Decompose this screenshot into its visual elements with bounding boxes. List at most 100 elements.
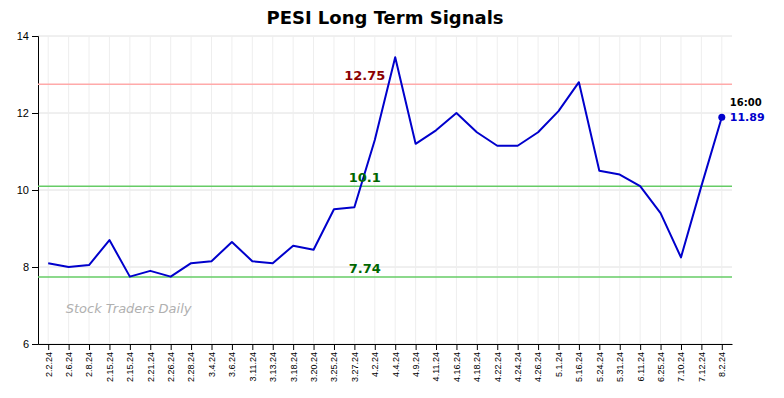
x-tick: 7.10.24 [676,344,686,382]
x-tick-mark [681,344,682,350]
x-tick-label: 5.1.24 [554,352,564,377]
x-tick-mark [171,344,172,350]
grid-line [38,190,732,191]
x-tick: 3.27.24 [350,344,360,382]
x-tick: 4.9.24 [411,344,421,377]
y-tick-label: 12 [17,107,29,119]
x-tick-label: 2.15.24 [105,352,115,382]
x-tick-mark [375,344,376,350]
x-tick-label: 2.21.24 [146,352,156,382]
x-tick-mark [252,344,253,350]
y-tick-label: 6 [23,338,29,350]
x-tick-mark [477,344,478,350]
x-tick-mark [314,344,315,350]
x-tick-mark [456,344,457,350]
x-tick-label: 4.18.24 [472,352,482,382]
x-tick-label: 2.2.24 [44,352,54,377]
level-line [38,83,732,85]
x-tick-mark [579,344,580,350]
x-tick-label: 2.28.24 [186,352,196,382]
x-tick-label: 4.9.24 [411,352,421,377]
x-tick: 3.11.24 [248,344,258,381]
x-tick-mark [212,344,213,350]
grid-line [48,36,49,344]
x-tick-mark [599,344,600,350]
x-tick-label: 2.15.24 [125,352,135,382]
watermark: Stock Traders Daily [66,301,192,316]
y-tick: 6 [23,338,38,350]
x-tick-label: 5.31.24 [615,352,625,382]
price-line [48,57,722,276]
x-tick: 8.2.24 [717,344,727,377]
x-tick-mark [48,344,49,350]
x-tick-label: 4.11.24 [431,352,441,381]
x-tick-label: 4.2.24 [370,352,380,377]
x-tick-label: 2.6.24 [64,352,74,377]
x-tick-mark [150,344,151,350]
x-tick: 5.31.24 [615,344,625,382]
level-label: 10.1 [349,170,381,185]
x-tick: 2.8.24 [84,344,94,377]
x-tick-mark [354,344,355,350]
title: PESI Long Term Signals [266,7,503,28]
grid-line [640,36,641,344]
x-tick: 5.16.24 [574,344,584,382]
x-axis: 2.2.24 2.6.24 2.8.24 2.15.24 2.15.24 2.21.24 2… [39,344,733,382]
grid-line [538,36,539,344]
x-tick-label: 5.16.24 [574,352,584,382]
x-tick: 3.18.24 [289,344,299,382]
x-tick: 3.25.24 [329,344,339,382]
y-tick-mark [32,113,38,114]
x-tick: 5.1.24 [554,344,564,377]
x-tick-mark [334,344,335,350]
x-tick-mark [395,344,396,350]
grid-line [436,36,437,344]
x-tick: 6.11.24 [636,344,646,381]
x-tick-label: 7.12.24 [697,352,707,382]
x-tick-mark [69,344,70,350]
y-tick-label: 8 [23,261,29,273]
x-tick-mark [497,344,498,350]
x-tick-mark [538,344,539,350]
x-tick-label: 3.27.24 [350,352,360,382]
x-tick: 4.24.24 [513,344,523,382]
grid-line [415,36,416,344]
x-tick: 2.6.24 [64,344,74,377]
last-price-time: 16:00 [730,97,762,108]
x-tick-label: 3.6.24 [227,352,237,377]
grid-line [231,36,232,344]
grid-line [660,36,661,344]
grid-line [721,36,722,344]
y-tick-mark [32,344,38,345]
x-tick-mark [559,344,560,350]
x-axis-line [39,344,733,345]
grid-line [619,36,620,344]
x-tick: 4.18.24 [472,344,482,382]
y-tick-mark [32,267,38,268]
annotations: 12.7510.17.7416:0011.89 [344,68,764,276]
grid-line [333,36,334,344]
x-tick-label: 4.16.24 [452,352,462,382]
x-tick: 5.24.24 [595,344,605,382]
y-tick-mark [32,36,38,37]
x-tick-mark [109,344,110,350]
x-tick: 7.12.24 [697,344,707,382]
last-price-value: 11.89 [730,111,765,124]
x-tick-mark [722,344,723,350]
grid-line [680,36,681,344]
y-axis: 68101214 [17,30,39,350]
plot: Stock Traders Daily681012142.2.242.6.242… [17,30,765,382]
grid-line [38,113,732,114]
x-tick-mark [661,344,662,350]
x-tick: 4.22.24 [493,344,503,382]
x-tick: 4.26.24 [533,344,543,382]
x-tick-label: 2.8.24 [84,352,94,377]
y-tick: 10 [17,184,38,196]
x-tick-mark [273,344,274,350]
x-tick-label: 4.26.24 [533,352,543,382]
grid-line [313,36,314,344]
level-label: 7.74 [349,261,381,276]
grid-line [109,36,110,344]
x-tick: 3.20.24 [309,344,319,382]
x-tick-mark [436,344,437,350]
